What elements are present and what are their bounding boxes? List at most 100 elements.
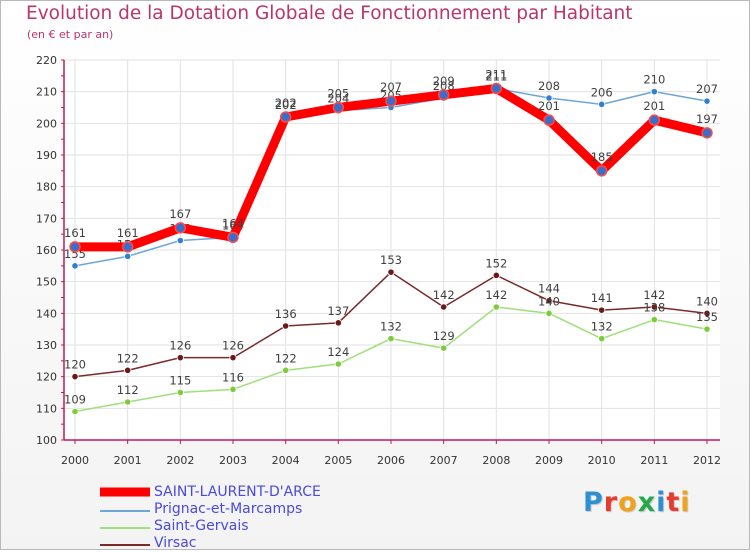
point-3-2010 [598,306,606,314]
data-label-0-2006: 207 [380,80,402,94]
legend-swatch-saint-gervais [100,527,150,529]
point-3-2006 [387,268,395,276]
y-tick-label-200: 200 [36,117,57,130]
logo-letter-3: x [637,487,657,518]
x-tick-label-2008: 2008 [482,454,510,467]
point-0-2005 [332,101,345,114]
point-2-2009 [545,309,553,317]
legend-swatch-virsac [100,544,150,546]
point-0-2011 [648,114,661,126]
data-label-0-2009: 201 [538,99,560,113]
data-label-3-2009: 144 [538,282,560,296]
x-tick-label-2000: 2000 [61,454,89,467]
data-label-2-2006: 132 [380,320,402,334]
point-3-2004 [282,322,290,330]
data-label-1-2005: 204 [327,92,349,106]
point-1-2002 [176,236,184,245]
point-1-2010 [598,100,606,108]
data-label-3-2012: 140 [696,294,718,308]
data-label-3-2005: 137 [327,304,349,318]
point-2-2008 [492,303,500,311]
legend-item-prignac: Prignac-et-Marcamps [100,501,360,518]
x-tick-label-2012: 2012 [693,454,721,467]
chart-subtitle: (en € et par an) [27,28,114,41]
y-tick-label-110: 110 [36,402,57,415]
point-0-2007 [437,89,450,101]
data-label-2-2009: 140 [538,294,560,308]
data-label-0-2011: 201 [643,99,665,113]
point-2-2002 [176,388,184,397]
x-tick-label-2010: 2010 [588,454,616,467]
point-0-2010 [595,165,608,177]
legend-label-prignac: Prignac-et-Marcamps [154,501,303,517]
point-2-2006 [387,335,395,343]
y-tick-label-190: 190 [36,149,57,162]
data-label-2-2005: 124 [327,345,349,359]
x-tick-label-2009: 2009 [535,454,563,467]
point-0-2008 [490,82,503,95]
data-label-2-2010: 132 [591,320,613,334]
legend-item-saint-gervais: Saint-Gervais [100,518,360,535]
data-label-0-2010: 185 [591,150,613,164]
data-label-2-2002: 115 [169,374,191,388]
legend-label-saint-gervais: Saint-Gervais [154,518,249,534]
y-tick-label-100: 100 [36,434,57,447]
data-label-3-2007: 142 [433,288,455,302]
logo-letter-6: i [680,487,691,518]
data-label-3-2000: 120 [64,358,86,372]
point-2-2001 [124,398,132,406]
point-3-2001 [124,366,132,374]
point-2-2003 [229,385,237,393]
data-label-2-2007: 129 [433,329,455,343]
point-3-2007 [440,303,448,311]
y-tick-label-150: 150 [36,276,57,289]
data-label-3-2010: 141 [591,291,613,305]
point-3-2003 [229,354,237,362]
point-0-2000 [69,241,81,253]
logo-letter-5: t [666,487,681,518]
x-tick-label-2002: 2002 [166,454,194,467]
y-tick-label-180: 180 [36,181,57,194]
chart-title: Evolution de la Dotation Globale de Fonc… [26,3,633,24]
point-1-2001 [124,252,132,260]
y-tick-label-170: 170 [36,212,57,225]
point-3-2009 [545,297,553,305]
data-label-3-2006: 153 [380,253,402,267]
data-label-1-2012: 207 [696,82,718,96]
point-0-2009 [543,114,555,126]
x-tick-label-2004: 2004 [272,454,300,467]
y-tick-label-220: 220 [36,54,57,67]
data-label-0-2008: 211 [485,68,507,82]
point-3-2005 [334,319,342,327]
x-tick-label-2001: 2001 [114,454,142,467]
point-3-2012 [703,309,711,317]
data-label-3-2002: 126 [169,339,191,353]
point-1-2000 [71,262,79,270]
point-3-2000 [71,373,79,381]
data-label-3-2003: 126 [222,339,244,353]
data-label-2-2008: 142 [485,288,507,302]
point-2-2010 [598,335,606,343]
data-label-0-2003: 164 [222,216,244,230]
point-2-2004 [282,366,290,374]
y-tick-label-160: 160 [36,244,57,257]
x-tick-label-2011: 2011 [640,454,668,467]
legend-swatch-saint-laurent [100,487,150,497]
point-2-2011 [650,316,658,324]
point-2-2007 [440,344,448,352]
y-tick-label-120: 120 [36,371,57,384]
logo-letter-0: P [583,487,604,518]
data-label-1-2010: 206 [591,85,613,99]
data-label-0-2000: 161 [64,226,86,240]
x-tick-label-2003: 2003 [219,454,247,467]
data-label-1-2011: 210 [643,73,665,87]
point-3-2008 [492,271,500,279]
logo-letter-4: i [656,487,667,518]
legend-item-virsac: Virsac [100,535,360,552]
y-tick-label-130: 130 [36,339,57,352]
point-1-2009 [545,94,553,102]
data-label-0-2012: 197 [696,112,718,126]
logo-letter-2: o [618,487,638,518]
legend-label-virsac: Virsac [154,535,197,551]
data-label-0-2002: 167 [169,207,191,221]
